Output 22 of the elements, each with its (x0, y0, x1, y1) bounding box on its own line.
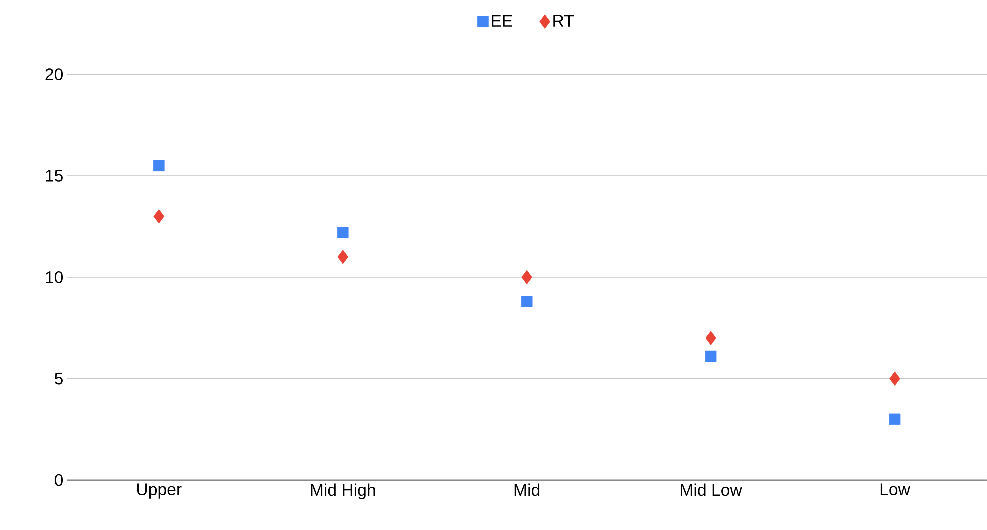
x-tick-label: Mid High (311, 484, 376, 500)
y-tick-label: 5 (54, 372, 63, 385)
x-tick-label: Upper (138, 484, 182, 499)
point (338, 250, 349, 264)
point (890, 372, 900, 386)
x-tick-label: Mid Low (681, 484, 742, 496)
y-tick-label: 20 (46, 68, 64, 81)
y-tick-label: 10 (46, 271, 64, 284)
point (521, 296, 533, 308)
point (522, 270, 532, 285)
y-tick-label: 15 (46, 170, 63, 182)
point (154, 209, 165, 224)
point (706, 331, 716, 346)
x-tick-label: Mid (514, 484, 540, 496)
point (889, 414, 901, 426)
legend-label: RT (554, 15, 574, 27)
x-tick-label: Low (880, 484, 910, 496)
point (705, 350, 717, 362)
legend-label: EE (492, 15, 512, 27)
point (337, 227, 349, 238)
point (154, 160, 165, 172)
y-tick-label: 0 (54, 474, 64, 486)
